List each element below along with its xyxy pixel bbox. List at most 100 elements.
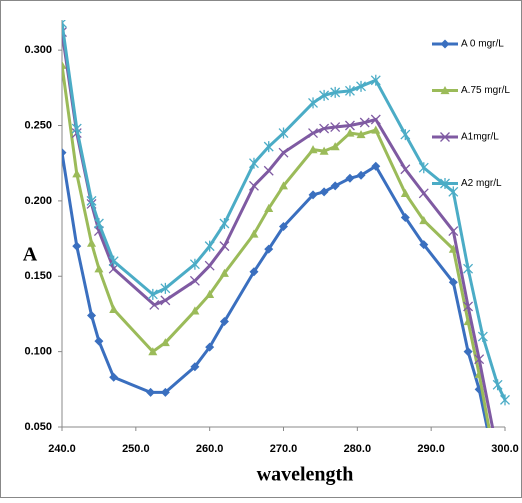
marker: [344, 120, 355, 131]
marker: [400, 164, 411, 175]
marker: [219, 316, 229, 326]
marker: [319, 123, 330, 134]
plot-area: [62, 20, 510, 428]
marker: [279, 181, 288, 190]
marker: [492, 379, 503, 391]
y-tick-label: 0.100: [24, 346, 52, 358]
marker: [189, 258, 200, 270]
marker: [371, 125, 381, 134]
marker: [370, 74, 381, 86]
marker: [190, 362, 200, 372]
legend-label: A2 mgr/L: [461, 178, 502, 189]
x-tick-label: 260.0: [196, 443, 224, 455]
marker: [160, 282, 171, 294]
x-tick-label: 240.0: [48, 443, 76, 455]
y-tick-label: 0.050: [24, 421, 52, 433]
marker: [359, 117, 370, 128]
marker: [263, 141, 274, 153]
marker: [108, 255, 119, 267]
marker: [448, 244, 458, 253]
marker: [371, 161, 381, 171]
marker: [160, 295, 171, 306]
marker: [463, 347, 473, 357]
marker: [62, 148, 67, 158]
legend-marker: [440, 178, 450, 189]
legend-label: A1mgr/L: [461, 132, 499, 143]
marker: [308, 190, 318, 200]
marker: [189, 275, 200, 286]
marker: [249, 157, 259, 169]
marker: [419, 240, 429, 250]
marker: [205, 342, 215, 352]
marker: [160, 338, 170, 347]
marker: [146, 387, 156, 397]
marker: [62, 60, 67, 69]
marker: [148, 347, 158, 356]
marker: [94, 336, 104, 346]
marker: [204, 260, 215, 271]
marker: [345, 173, 355, 183]
marker: [219, 268, 229, 277]
marker: [419, 215, 429, 225]
y-axis-label: A: [23, 244, 38, 266]
x-tick-label: 300.0: [491, 443, 519, 455]
marker: [264, 244, 274, 254]
marker: [345, 128, 355, 137]
marker: [219, 241, 230, 252]
marker: [463, 263, 474, 275]
marker: [356, 130, 366, 139]
marker: [147, 288, 158, 300]
marker: [474, 354, 485, 365]
marker: [108, 263, 119, 274]
marker: [308, 97, 318, 109]
marker: [370, 114, 381, 125]
legend-marker: [440, 39, 450, 49]
marker: [500, 394, 510, 406]
y-tick-label: 0.250: [24, 119, 52, 131]
marker: [278, 147, 289, 158]
marker: [87, 310, 97, 320]
marker: [205, 289, 215, 298]
x-tick-label: 270.0: [270, 443, 298, 455]
marker: [477, 331, 488, 343]
marker: [400, 129, 411, 141]
marker: [356, 80, 366, 92]
marker: [319, 187, 329, 197]
marker: [109, 372, 119, 382]
marker: [463, 301, 474, 312]
marker: [190, 306, 200, 315]
marker: [249, 180, 259, 191]
y-tick-label: 0.300: [24, 44, 52, 56]
marker: [219, 218, 230, 229]
marker: [71, 123, 82, 135]
marker: [418, 188, 429, 199]
legend-marker: [440, 86, 450, 95]
x-tick-label: 280.0: [344, 443, 372, 455]
marker: [87, 238, 97, 247]
marker: [356, 170, 366, 180]
y-tick-label: 0.200: [24, 195, 52, 207]
marker: [278, 127, 289, 139]
legend-label: A 0 mgr/L: [461, 39, 504, 50]
marker: [86, 195, 97, 207]
marker: [330, 181, 340, 191]
marker: [264, 203, 274, 213]
marker: [249, 267, 259, 277]
marker: [330, 122, 341, 132]
marker: [279, 222, 288, 232]
marker: [72, 169, 82, 178]
marker: [400, 188, 410, 197]
marker: [72, 241, 82, 251]
marker: [249, 229, 259, 238]
legend-label: A.75 mgr/L: [461, 85, 510, 96]
marker: [418, 162, 429, 174]
marker: [330, 86, 341, 98]
marker: [319, 146, 329, 155]
marker: [330, 142, 340, 151]
marker: [400, 212, 410, 222]
marker: [448, 226, 459, 236]
marker: [448, 186, 459, 198]
marker: [308, 145, 318, 154]
